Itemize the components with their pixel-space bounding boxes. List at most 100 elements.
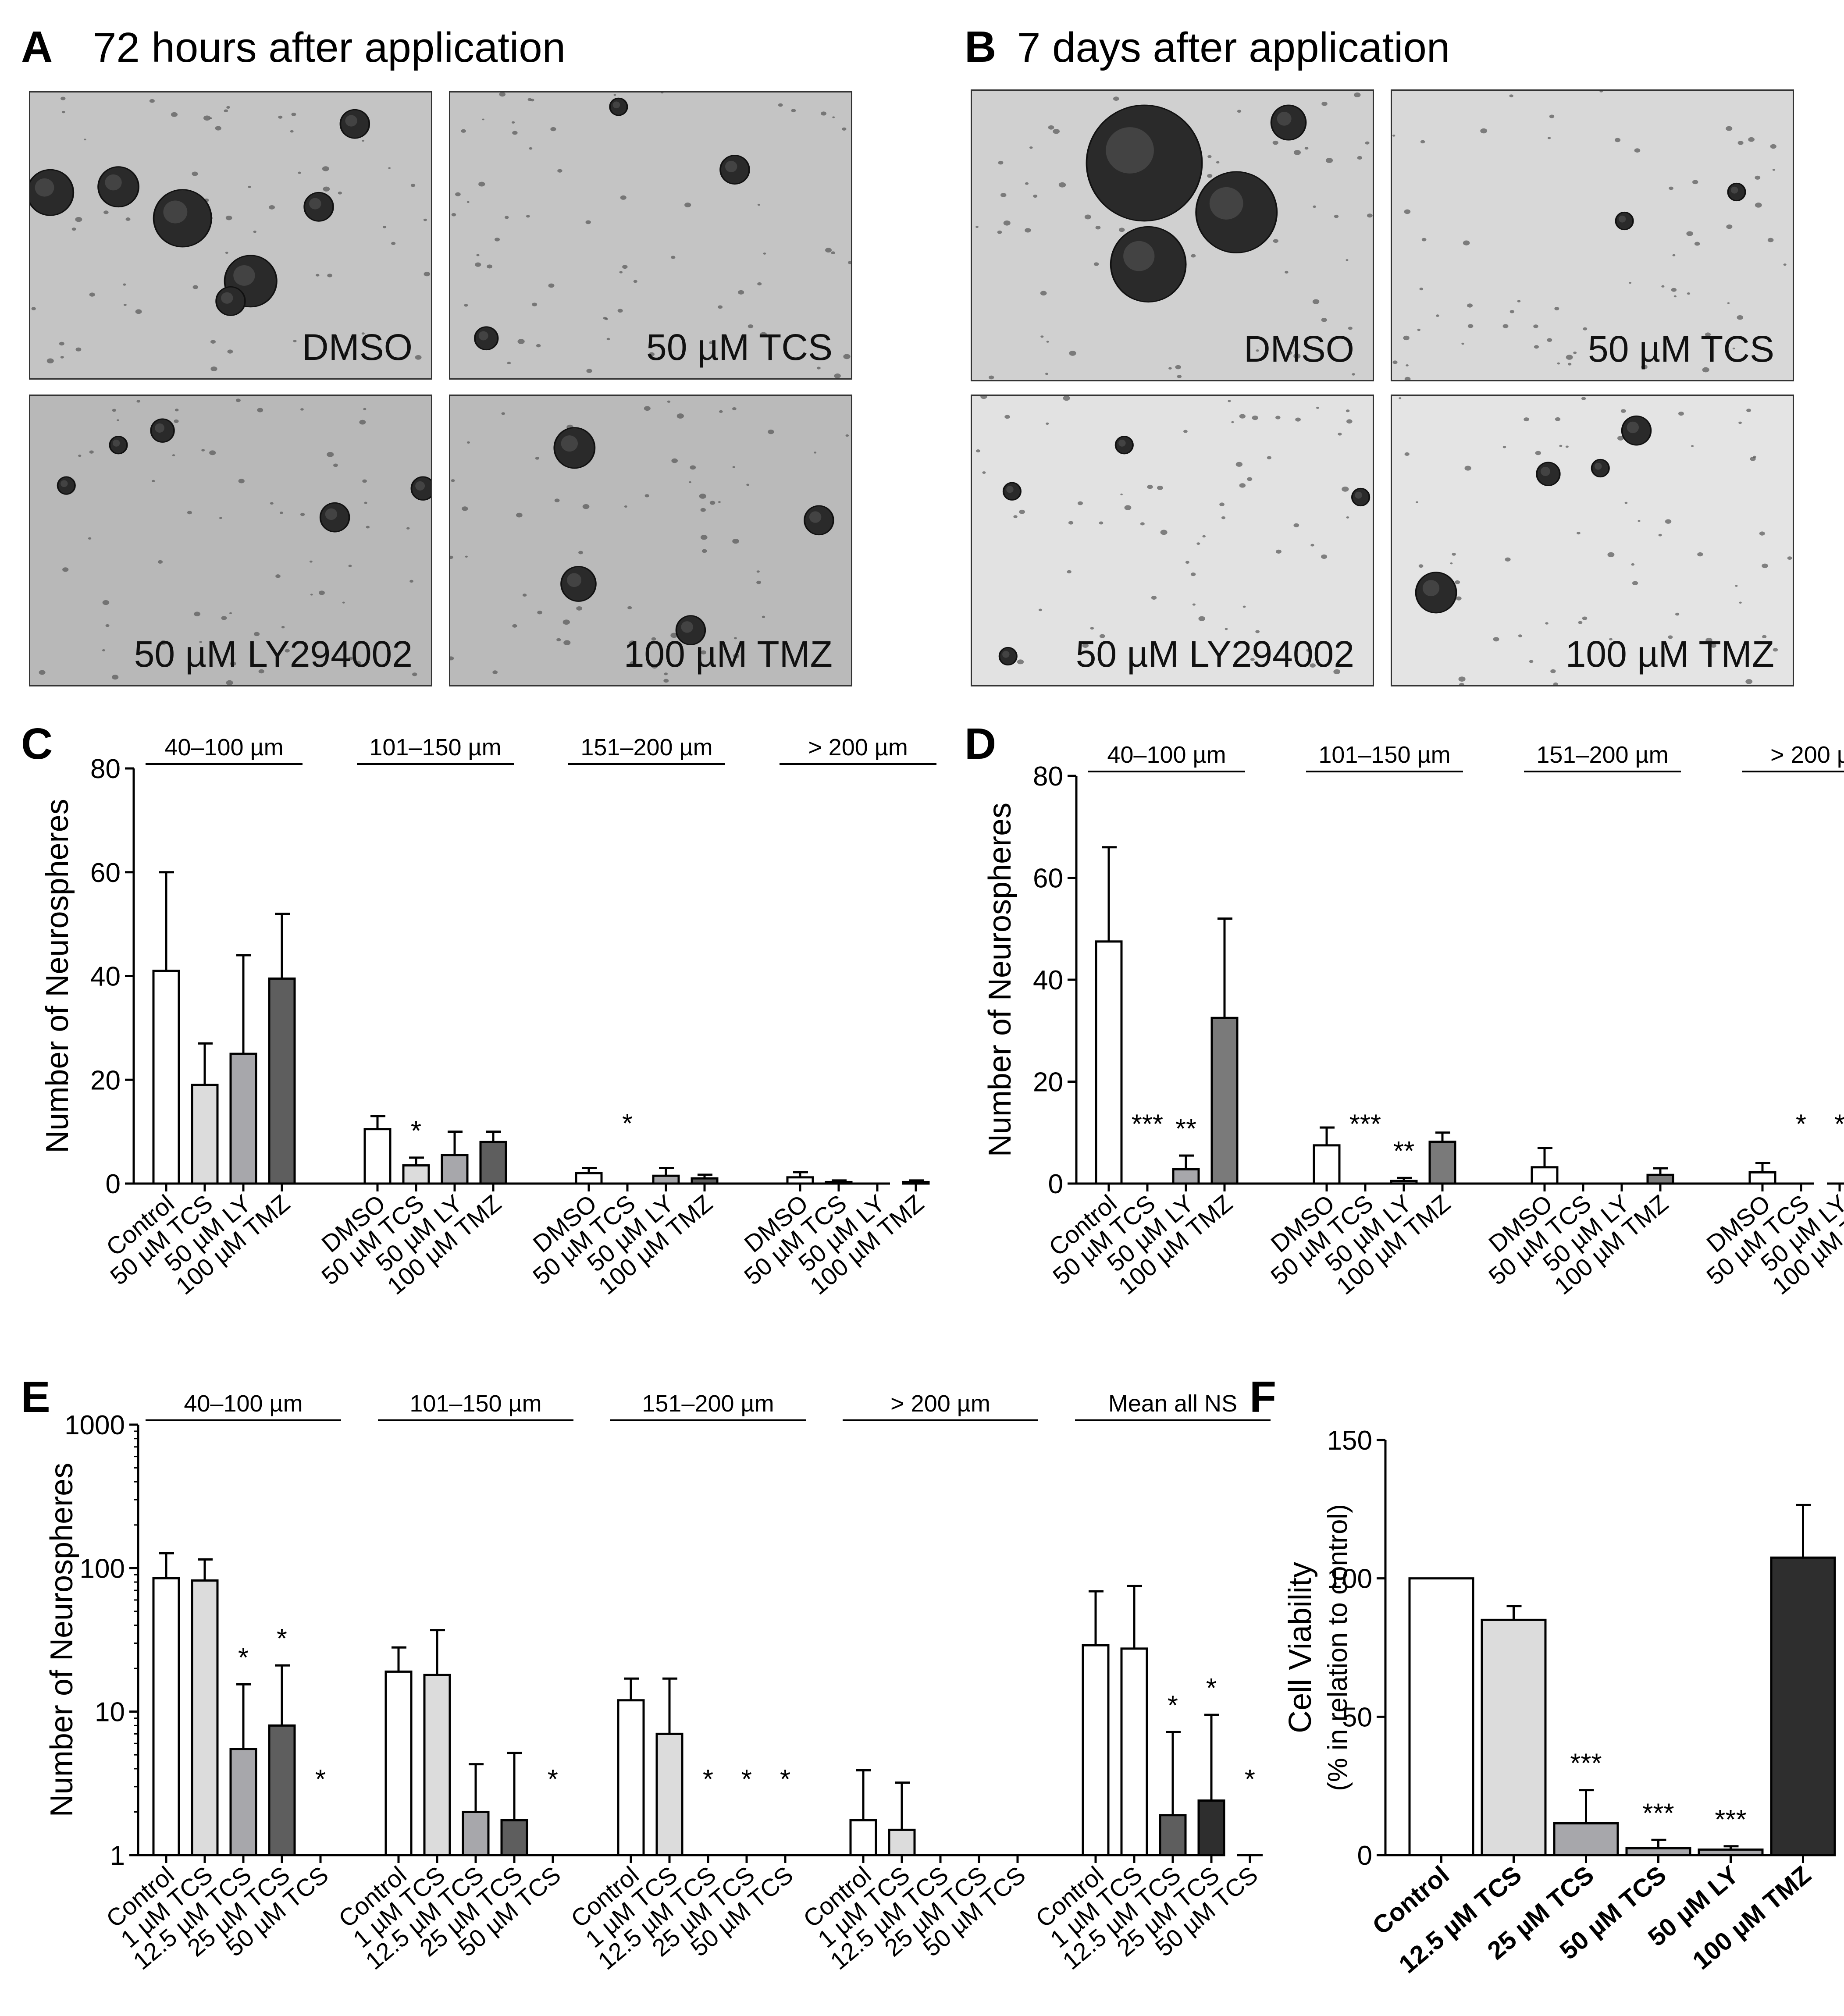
debris-dot bbox=[210, 366, 217, 371]
debris-dot bbox=[1577, 531, 1581, 535]
debris-dot bbox=[732, 466, 735, 468]
x-tick-label: 25 µM TCS bbox=[182, 1861, 295, 1962]
group-label: 40–100 µm bbox=[184, 1390, 303, 1417]
debris-dot bbox=[1766, 645, 1770, 648]
debris-dot bbox=[415, 355, 422, 360]
debris-dot bbox=[709, 341, 713, 345]
debris-dot bbox=[363, 408, 367, 410]
debris-dot bbox=[629, 640, 636, 646]
debris-dot bbox=[1225, 628, 1228, 630]
debris-dot bbox=[117, 419, 119, 421]
neurosphere-highlight bbox=[415, 481, 425, 491]
debris-dot bbox=[1456, 596, 1462, 601]
debris-dot bbox=[388, 167, 391, 169]
significance-mark: * bbox=[1834, 1109, 1844, 1140]
x-tick-label: DMSO bbox=[739, 1189, 813, 1258]
bar bbox=[384, 1670, 413, 1856]
debris-dot bbox=[102, 649, 105, 652]
debris-dot bbox=[1198, 616, 1205, 621]
x-tick-label: 50 µM TCS bbox=[1483, 1189, 1596, 1290]
x-tick-label: Control bbox=[101, 1861, 179, 1933]
debris-dot bbox=[123, 303, 127, 306]
bar bbox=[888, 1828, 916, 1856]
x-tick-label: Control bbox=[101, 1189, 179, 1261]
significance-mark: *** bbox=[1349, 1109, 1381, 1140]
debris-dot bbox=[1493, 637, 1499, 642]
debris-dot bbox=[298, 171, 301, 174]
neurosphere-highlight bbox=[478, 331, 488, 341]
debris-dot bbox=[409, 580, 413, 583]
debris-dot bbox=[622, 265, 628, 269]
y-tick-label: 100 bbox=[1327, 1564, 1372, 1594]
debris-dot bbox=[1735, 585, 1738, 587]
debris-dot bbox=[1461, 342, 1464, 345]
debris-dot bbox=[112, 675, 119, 680]
group-label: 151–200 µm bbox=[642, 1390, 774, 1417]
debris-dot bbox=[194, 612, 200, 616]
debris-dot bbox=[1759, 531, 1765, 536]
debris-dot bbox=[757, 203, 761, 206]
bar bbox=[1553, 1822, 1619, 1856]
neurosphere-highlight bbox=[35, 178, 54, 197]
significance-mark: * bbox=[741, 1764, 752, 1795]
bar bbox=[825, 1180, 853, 1185]
debris-dot bbox=[1459, 683, 1464, 685]
debris-dot bbox=[84, 139, 86, 141]
debris-dot bbox=[1202, 535, 1206, 538]
debris-dot bbox=[1553, 682, 1558, 685]
debris-dot bbox=[152, 480, 155, 482]
debris-dot bbox=[842, 127, 847, 131]
x-tick-label: 50 µM TCS bbox=[1554, 1860, 1671, 1965]
debris-dot bbox=[210, 340, 216, 344]
significance-mark: * bbox=[238, 1643, 249, 1673]
x-tick-label: 50 µM TCS bbox=[1265, 1189, 1378, 1290]
debris-dot bbox=[89, 292, 95, 297]
debris-dot bbox=[75, 347, 82, 352]
debris-dot bbox=[135, 309, 142, 314]
photo-background bbox=[1392, 91, 1793, 380]
debris-dot bbox=[757, 282, 762, 286]
neurosphere-highlight bbox=[1006, 486, 1014, 493]
debris-dot bbox=[1458, 676, 1466, 682]
debris-dot bbox=[201, 449, 205, 452]
debris-dot bbox=[89, 450, 94, 454]
debris-dot bbox=[451, 213, 456, 217]
debris-dot bbox=[1583, 327, 1588, 331]
debris-dot bbox=[671, 256, 676, 259]
significance-mark: ** bbox=[1393, 1136, 1414, 1166]
debris-dot bbox=[1151, 596, 1157, 600]
debris-dot bbox=[619, 271, 623, 274]
x-tick-label: 50 µM LY bbox=[159, 1189, 256, 1277]
debris-dot bbox=[550, 127, 556, 132]
debris-dot bbox=[768, 429, 774, 434]
debris-dot bbox=[187, 511, 192, 515]
x-tick-label: 12.5 µM TCS bbox=[592, 1861, 721, 1975]
neurosphere-highlight bbox=[612, 101, 620, 109]
debris-dot bbox=[512, 131, 518, 135]
neurosphere-highlight bbox=[112, 439, 120, 447]
photo-background bbox=[30, 92, 431, 378]
bar bbox=[1698, 1848, 1764, 1856]
debris-dot bbox=[1313, 205, 1316, 208]
debris-dot bbox=[1334, 214, 1339, 218]
debris-dot bbox=[1549, 114, 1555, 118]
debris-dot bbox=[1524, 417, 1529, 422]
debris-dot bbox=[756, 580, 762, 584]
debris-dot bbox=[832, 116, 835, 118]
debris-dot bbox=[1192, 603, 1196, 606]
debris-dot bbox=[1534, 345, 1539, 349]
debris-dot bbox=[1082, 643, 1089, 648]
debris-dot bbox=[475, 262, 481, 267]
debris-dot bbox=[1025, 182, 1029, 185]
debris-dot bbox=[831, 251, 835, 255]
group-label: 151–200 µm bbox=[1536, 742, 1668, 768]
debris-dot bbox=[670, 633, 678, 638]
debris-dot bbox=[410, 184, 416, 187]
debris-dot bbox=[125, 217, 131, 221]
debris-dot bbox=[1750, 457, 1756, 461]
debris-dot bbox=[293, 340, 297, 342]
debris-dot bbox=[1737, 141, 1744, 145]
debris-dot bbox=[1157, 485, 1163, 490]
